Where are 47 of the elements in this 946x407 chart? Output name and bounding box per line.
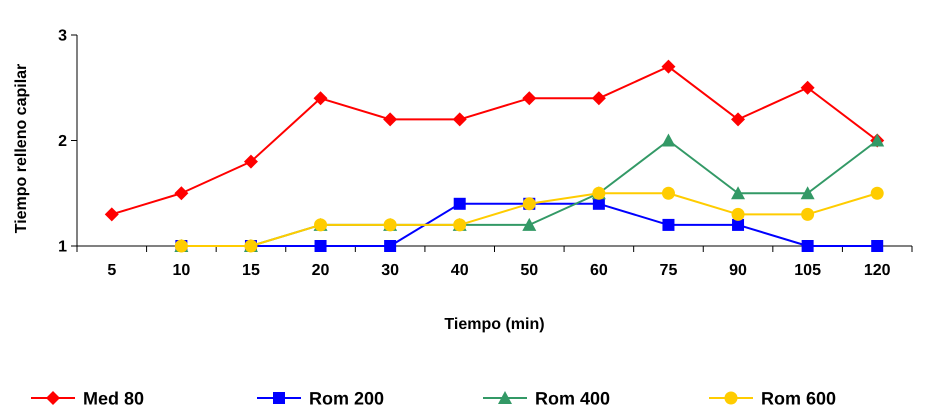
x-tick-label: 60	[590, 262, 608, 279]
x-tick-label: 105	[794, 262, 822, 279]
y-tick-label: 1	[58, 238, 68, 256]
point	[104, 207, 119, 222]
point	[592, 91, 606, 106]
x-tick-label: 50	[520, 262, 538, 279]
point	[661, 60, 676, 74]
x-tick-label: 40	[450, 262, 469, 279]
x-tick-label: 10	[172, 262, 190, 279]
legend-label: Rom 400	[535, 388, 610, 407]
point	[800, 80, 815, 95]
point	[384, 240, 396, 252]
y-axis-title: Tiempo relleno capilar	[13, 64, 30, 234]
point	[244, 154, 258, 169]
point	[454, 198, 466, 210]
y-tick-label: 2	[58, 133, 68, 150]
x-tick-label: 75	[660, 262, 678, 279]
x-tick-label: 30	[381, 262, 400, 279]
legend-label: Med 80	[83, 388, 144, 407]
x-tick-label: 120	[864, 262, 891, 279]
point	[731, 112, 746, 126]
point	[662, 218, 674, 231]
point	[731, 186, 746, 200]
x-tick-label: 15	[242, 262, 260, 279]
point	[662, 186, 675, 200]
point	[661, 134, 676, 146]
point	[800, 186, 815, 200]
point	[522, 218, 536, 231]
point	[452, 112, 467, 126]
point	[732, 218, 744, 231]
legend-label: Rom 200	[309, 388, 384, 407]
point	[174, 186, 188, 200]
x-tick-label: 90	[729, 262, 748, 279]
point	[314, 240, 327, 252]
point	[732, 208, 745, 221]
point	[802, 240, 814, 252]
x-tick-label: 5	[107, 262, 116, 279]
x-tick-label: 20	[312, 262, 330, 279]
point	[522, 91, 536, 106]
y-tick-label: 3	[58, 28, 68, 45]
x-axis-title: Tiempo (min)	[444, 316, 545, 333]
point	[871, 240, 884, 252]
point	[383, 112, 398, 126]
legend-label: Rom 600	[761, 388, 836, 407]
point	[801, 208, 814, 221]
point	[314, 91, 328, 106]
point	[870, 186, 884, 200]
